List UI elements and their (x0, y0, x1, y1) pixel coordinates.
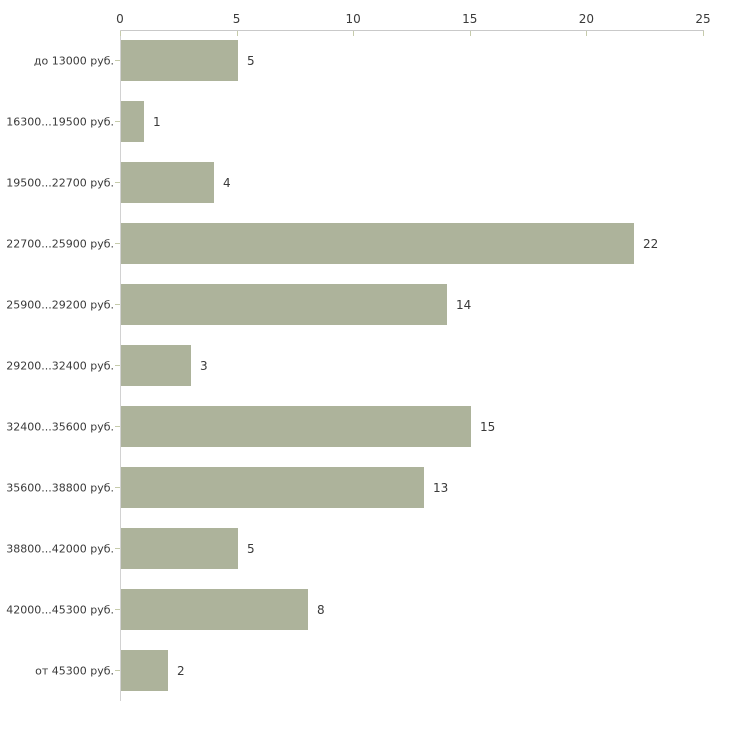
bar (121, 345, 191, 386)
value-label: 1 (153, 114, 161, 129)
bar (121, 589, 308, 630)
x-axis-tick-mark (586, 31, 588, 36)
x-axis-tick-label: 5 (232, 12, 241, 26)
x-axis-tick-mark (236, 31, 238, 36)
y-axis-tick-mark (115, 364, 120, 366)
value-label: 4 (223, 175, 231, 190)
bar-row: 16300...19500 руб. 1 (0, 91, 730, 152)
bar-row: 32400...35600 руб. 15 (0, 396, 730, 457)
bar-row: 35600...38800 руб. 13 (0, 457, 730, 518)
bar (121, 528, 238, 569)
bar-row: 42000...45300 руб. 8 (0, 579, 730, 640)
value-label: 3 (200, 358, 208, 373)
value-label: 13 (433, 480, 449, 495)
x-axis-tick-label: 20 (578, 12, 595, 26)
value-label: 8 (317, 602, 325, 617)
value-label: 5 (247, 541, 255, 556)
x-axis-tick-label: 15 (462, 12, 478, 26)
y-axis-tick-mark (115, 608, 120, 610)
bar-row: 38800...42000 руб. 5 (0, 518, 730, 579)
category-label: до 13000 руб. (33, 54, 114, 67)
y-axis-tick-mark (115, 59, 120, 61)
x-axis-tick-mark (703, 31, 704, 36)
category-label: 22700...25900 руб. (6, 237, 114, 250)
y-axis-tick-mark (115, 547, 120, 549)
x-axis-tick-mark (120, 31, 121, 36)
bar (121, 284, 447, 325)
bar-row: 22700...25900 руб. 22 (0, 213, 730, 274)
category-label: 32400...35600 руб. (6, 420, 114, 433)
y-axis-tick-mark (115, 242, 120, 244)
x-axis-tick-label: 10 (345, 12, 361, 26)
category-label: 42000...45300 руб. (6, 603, 114, 616)
x-axis-line (120, 30, 704, 31)
category-label: 25900...29200 руб. (6, 298, 114, 311)
bar (121, 406, 471, 447)
category-label: 16300...19500 руб. (6, 115, 114, 128)
bar (121, 40, 238, 81)
y-axis-tick-mark (115, 486, 120, 488)
bar (121, 223, 634, 264)
bar (121, 101, 144, 142)
category-label: 19500...22700 руб. (6, 176, 114, 189)
y-axis-line (120, 30, 121, 701)
y-axis-tick-mark (115, 669, 120, 671)
category-label: 38800...42000 руб. (6, 542, 114, 555)
y-axis-tick-mark (115, 425, 120, 427)
bar (121, 162, 214, 203)
category-label: 35600...38800 руб. (6, 481, 114, 494)
value-label: 5 (247, 53, 255, 68)
value-label: 2 (177, 663, 185, 678)
bar-row: 25900...29200 руб. 14 (0, 274, 730, 335)
bar-row: от 45300 руб. 2 (0, 640, 730, 701)
y-axis-tick-mark (115, 120, 120, 122)
bar-row: 29200...32400 руб. 3 (0, 335, 730, 396)
bar (121, 650, 168, 691)
x-axis-tick-label: 0 (116, 12, 124, 26)
x-axis-tick-label: 25 (695, 12, 711, 26)
bar (121, 467, 424, 508)
bar-row: 19500...22700 руб. 4 (0, 152, 730, 213)
x-axis-tick-mark (353, 31, 355, 36)
category-label: от 45300 руб. (35, 664, 114, 677)
bar-row: до 13000 руб. 5 (0, 30, 730, 91)
value-label: 22 (643, 236, 659, 251)
y-axis-tick-mark (115, 181, 120, 183)
y-axis-tick-mark (115, 303, 120, 305)
category-label: 29200...32400 руб. (6, 359, 114, 372)
x-axis-tick-mark (469, 31, 471, 36)
value-label: 15 (480, 419, 496, 434)
value-label: 14 (456, 297, 472, 312)
